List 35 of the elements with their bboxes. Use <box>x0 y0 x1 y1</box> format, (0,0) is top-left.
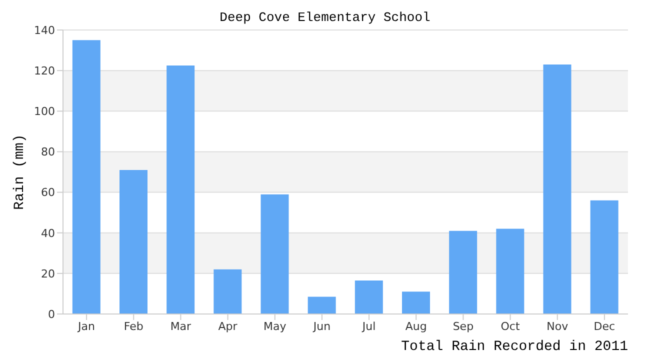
bar <box>354 280 383 314</box>
y-tick-label: 120 <box>34 64 55 78</box>
chart-title: Deep Cove Elementary School <box>218 10 432 25</box>
x-tick-label: Jan <box>77 320 96 333</box>
x-tick-label: Feb <box>124 320 144 333</box>
bar <box>402 292 430 314</box>
y-tick-label: 20 <box>41 267 55 280</box>
bar <box>449 230 478 314</box>
bar <box>120 170 148 314</box>
bar <box>308 296 336 314</box>
y-tick-label: 60 <box>41 186 55 200</box>
x-tick-label: Sep <box>452 320 474 333</box>
x-tick-label: Apr <box>218 320 238 333</box>
x-tick-label: Dec <box>594 320 616 333</box>
bar <box>543 64 572 314</box>
bar <box>496 228 524 314</box>
y-tick-label: 0 <box>48 308 55 321</box>
bar <box>214 269 242 314</box>
y-tick-label: 140 <box>34 24 55 37</box>
x-tick-label: Jul <box>361 320 376 333</box>
x-tick-label: Nov <box>546 320 569 333</box>
y-tick-label: 40 <box>41 226 55 240</box>
x-tick-label: May <box>264 320 287 333</box>
bar <box>72 40 100 314</box>
x-tick-label: Aug <box>405 320 427 333</box>
x-tick-label: Mar <box>170 320 192 333</box>
x-tick-label: Jun <box>312 320 331 333</box>
y-tick-label: 100 <box>34 105 55 118</box>
y-tick-label: 80 <box>41 146 55 159</box>
y-axis-title: Rain (mm) <box>12 134 28 210</box>
bar <box>590 200 618 314</box>
bar <box>166 66 195 314</box>
bar <box>260 194 289 314</box>
x-tick-label: Oct <box>500 320 520 333</box>
x-axis-title: Total Rain Recorded in 2011 <box>401 339 628 355</box>
